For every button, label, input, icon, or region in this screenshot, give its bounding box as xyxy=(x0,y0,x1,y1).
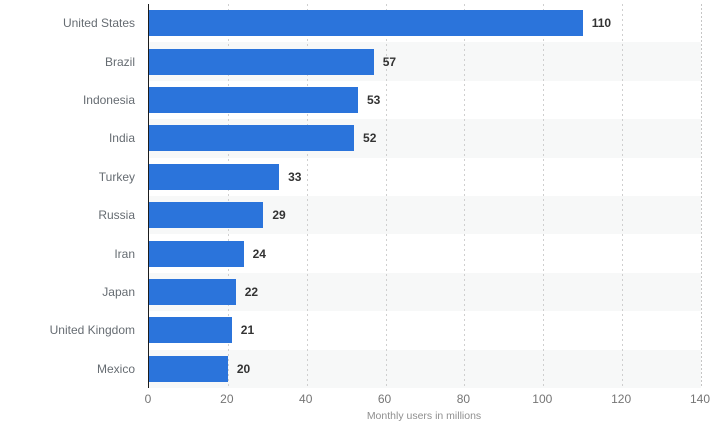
value-label: 20 xyxy=(236,361,251,376)
bar-indonesia[interactable] xyxy=(149,86,358,113)
category-axis: United States Brazil Indonesia India Turkey R… xyxy=(0,4,148,388)
value-label: 21 xyxy=(240,323,255,338)
value-label: 52 xyxy=(363,131,377,146)
category-label: United States xyxy=(62,16,135,31)
bar-mexico[interactable] xyxy=(149,355,228,382)
bar-rows: 110 57 53 52 33 29 24 22 21 20 xyxy=(149,4,701,388)
x-axis: 0 20 40 60 80 100 120 140 xyxy=(144,388,710,406)
category-label: Mexico xyxy=(96,361,135,376)
bar-row: 29 xyxy=(149,195,701,235)
bar-row: 33 xyxy=(149,158,701,196)
bar-russia[interactable] xyxy=(149,202,264,229)
value-label: 22 xyxy=(244,284,259,299)
category-label: India xyxy=(108,131,135,146)
value-label: 24 xyxy=(252,246,266,261)
category-label: Brazil xyxy=(104,54,135,69)
bar-row: 57 xyxy=(149,42,701,81)
x-tick-label: 120 xyxy=(611,391,632,406)
x-axis-title: Monthly users in millions xyxy=(366,409,482,422)
bar-turkey[interactable] xyxy=(149,163,280,190)
bar-row: 22 xyxy=(149,272,701,312)
bar-row: 110 xyxy=(149,4,701,42)
category-label: Indonesia xyxy=(82,92,135,107)
category-label: Turkey xyxy=(98,169,135,184)
value-label: 53 xyxy=(366,92,381,107)
category-label: Iran xyxy=(114,246,135,261)
x-tick-label: 60 xyxy=(377,391,392,406)
bar-row: 52 xyxy=(149,119,701,158)
x-tick-label: 40 xyxy=(299,391,313,406)
x-tick-label: 140 xyxy=(689,391,711,406)
bar-row: 21 xyxy=(149,311,701,349)
value-label: 33 xyxy=(288,169,302,184)
bar-brazil[interactable] xyxy=(149,48,374,75)
value-label: 57 xyxy=(382,54,397,69)
value-label: 110 xyxy=(591,16,612,31)
bar-row: 53 xyxy=(149,81,701,119)
x-tick-label: 100 xyxy=(532,391,553,406)
bar-row: 24 xyxy=(149,234,701,272)
category-label: Japan xyxy=(102,284,135,299)
category-label: United Kingdom xyxy=(49,323,135,338)
bar-japan[interactable] xyxy=(149,278,236,305)
bar-united-kingdom[interactable] xyxy=(149,317,232,344)
x-tick-label: 0 xyxy=(144,391,152,406)
chart-body: United States Brazil Indonesia India Turkey R… xyxy=(0,4,725,388)
gridline xyxy=(701,4,702,388)
bar-india[interactable] xyxy=(149,125,355,152)
category-label: Russia xyxy=(98,208,135,223)
value-label: 29 xyxy=(272,208,286,223)
bar-united-states[interactable] xyxy=(149,10,583,37)
bar-iran[interactable] xyxy=(149,240,244,267)
x-tick-label: 80 xyxy=(456,391,471,406)
bar-row: 20 xyxy=(149,349,701,388)
plot-area: 110 57 53 52 33 29 24 22 21 20 xyxy=(148,4,702,388)
x-tick-label: 20 xyxy=(220,391,234,406)
